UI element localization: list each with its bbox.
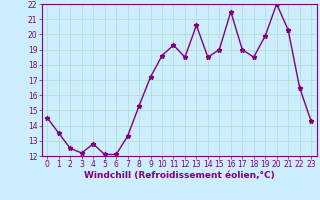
X-axis label: Windchill (Refroidissement éolien,°C): Windchill (Refroidissement éolien,°C) [84, 171, 275, 180]
